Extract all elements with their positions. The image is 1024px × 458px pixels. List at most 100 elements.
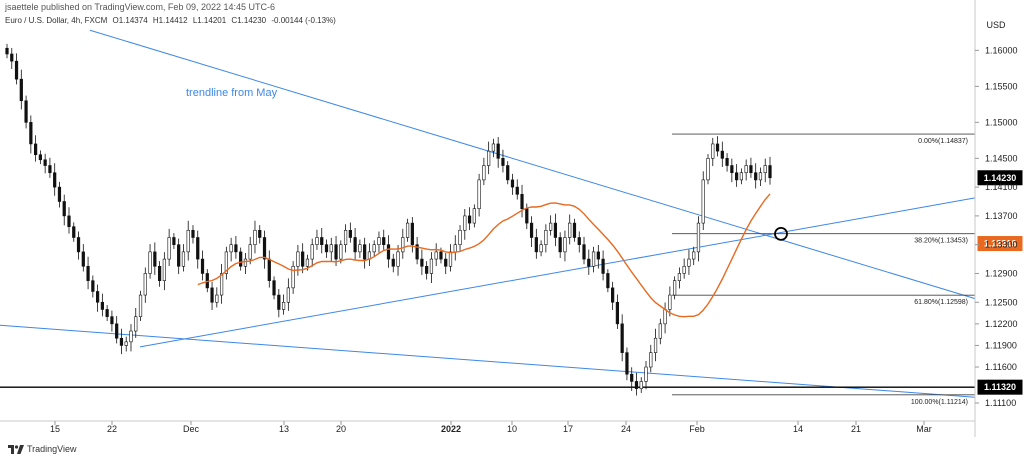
candle-body [191,229,195,238]
candle-body [62,201,66,217]
candle [467,207,472,231]
ohlc-close: C1.14230 [231,16,267,25]
candle [558,232,562,258]
candle [425,261,429,280]
candle-body [134,316,138,332]
candle [34,135,38,162]
candle-body [405,222,410,238]
candle [539,240,543,257]
candle [243,253,248,275]
candle-body [363,244,367,260]
candle-body [496,143,500,159]
candle [611,281,615,311]
candle [76,231,81,260]
x-tick-label: 20 [336,424,346,434]
candle-body [19,78,23,102]
candle [329,237,333,262]
candle-body [563,237,567,253]
candle [496,137,500,168]
candle-body [601,258,605,274]
candle-body [720,150,724,159]
candle [157,261,162,287]
y-tick-label: 1.12500 [985,297,1018,307]
candle-body [186,229,190,253]
candle [477,173,481,217]
candle [248,236,252,265]
candle-body [410,222,414,245]
candle [343,224,348,253]
tradingview-logo-icon [8,444,24,454]
x-tick-label: 15 [50,424,60,434]
candle-body [606,273,610,289]
candle-body [301,251,305,267]
candle [630,367,634,391]
y-tick-label: 1.12200 [985,319,1018,329]
candle-body [95,291,100,303]
candle [62,194,66,226]
candle-body [91,280,95,292]
candle-body [339,244,343,260]
candle [768,156,772,185]
candle [606,269,610,293]
candle-body [38,154,42,161]
candle [134,308,138,338]
candle [696,216,701,262]
candle-body [172,237,176,245]
candle [315,229,319,250]
candle-body [653,337,658,353]
candle [544,224,548,253]
candle-body [515,186,519,195]
candle [582,236,586,265]
candle-body [24,100,28,123]
candle [191,225,195,244]
support-level-price-tag-box [977,379,1023,395]
candle-body [625,352,629,375]
candle [148,244,152,279]
candle [520,184,524,218]
candle-body [391,258,395,267]
candle [577,231,581,253]
fib-level-label: 38.20%(1.13453) [914,238,968,245]
moving-average-price-tag-text: 1.13316 [984,239,1017,249]
candle [658,318,662,345]
candle-body [234,244,238,253]
candle [601,250,605,281]
candle-body [343,229,348,245]
candle-body [491,143,496,152]
y-tick-label: 1.11600 [985,362,1017,372]
candle-body [553,222,558,238]
candle-body [162,258,166,281]
candle [463,208,467,240]
candle [415,236,419,265]
candle [673,276,677,300]
candle-body [763,165,767,174]
candle-body [453,244,457,253]
x-tick-label: Feb [689,424,705,434]
candle-body [372,244,376,253]
candle [48,157,52,178]
candle-body [200,258,205,274]
tradingview-brand[interactable]: TradingView [8,444,77,454]
candle-body [177,244,181,267]
candle [739,168,743,185]
moving-average-price-tag-box [977,236,1023,252]
candle-body [329,244,333,253]
candle-body [334,244,338,260]
candle-body [286,287,290,303]
candle-body [258,229,262,238]
candle [663,302,667,334]
candle-body [115,323,119,339]
candle [749,157,753,178]
candle [687,249,691,275]
candle-body [76,237,81,253]
candle-body [396,251,400,267]
candle-body [224,251,228,274]
candle [5,43,9,59]
candle-body [506,165,510,181]
y-tick-label: 1.15500 [985,81,1018,91]
candle [339,240,343,264]
candle-body [215,294,219,303]
candle-body [639,381,643,389]
candle [448,244,453,272]
